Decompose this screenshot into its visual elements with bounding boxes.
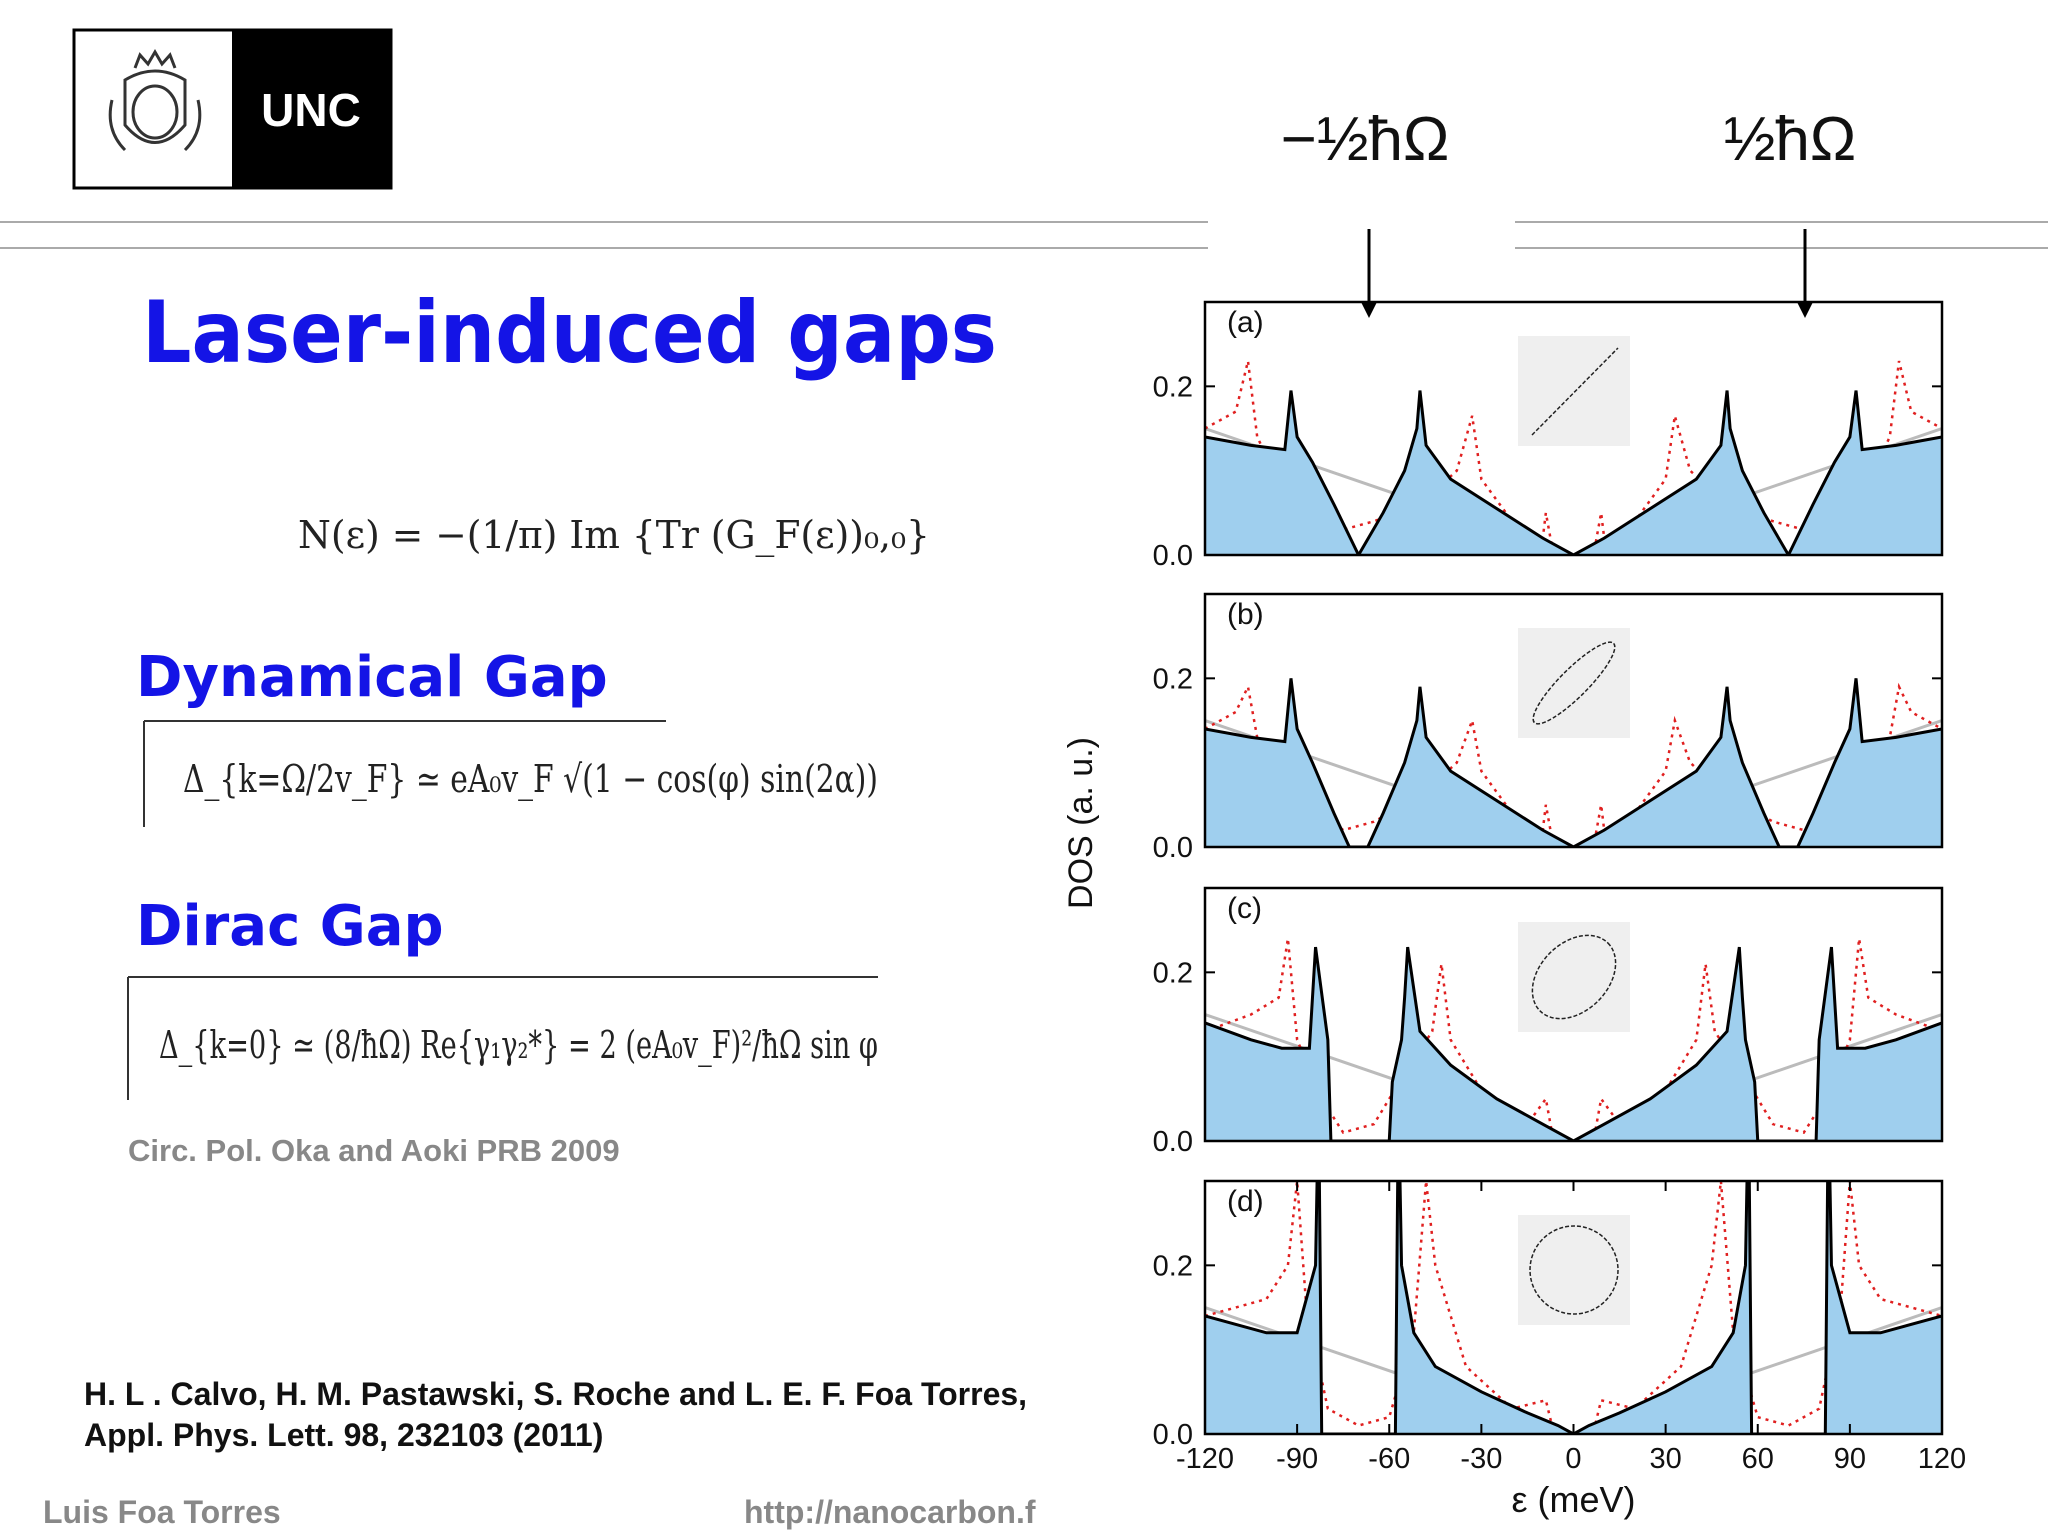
section-heading: Dynamical Gap [136, 645, 608, 710]
x-tick-label: -90 [1276, 1443, 1318, 1475]
logo-block [232, 30, 391, 188]
x-tick-label: 120 [1918, 1443, 1966, 1475]
y-tick-label: 0.0 [1153, 1126, 1193, 1158]
arrow-head [1361, 302, 1377, 318]
reference: Appl. Phys. Lett. 98, 232103 (2011) [84, 1417, 603, 1453]
y-tick-label: 0.2 [1153, 371, 1193, 403]
dos-line [1205, 719, 1942, 847]
panel-label: (d) [1227, 1185, 1264, 1218]
inset-shape [1529, 1225, 1619, 1315]
dos-area [1205, 947, 1942, 1141]
x-tick-label: 60 [1742, 1443, 1774, 1475]
reference: H. L . Calvo, H. M. Pastawski, S. Roche … [84, 1376, 1027, 1412]
section-heading: Dirac Gap [136, 894, 444, 959]
x-tick-label: 0 [1565, 1443, 1581, 1475]
dos-area [1205, 390, 1942, 555]
arrow-head [1797, 302, 1813, 318]
footer-author: Luis Foa Torres [43, 1494, 281, 1530]
logo: UNC [72, 28, 393, 190]
panel: (b) 0.0 0.2 [1153, 592, 1944, 864]
footer-url: http://nanocarbon.f [744, 1494, 1036, 1530]
panel-frame [1203, 592, 1944, 849]
dos-line [1205, 678, 1942, 847]
x-axis-label: ε (meV) [1511, 1479, 1635, 1520]
dos-area [1205, 678, 1942, 847]
panel-label: (c) [1227, 892, 1262, 925]
panel: (d) 0.0 0.2 -120 -90 -60 -30 0 30 60 90 120 ε (meV) [1153, 1179, 1966, 1520]
y-axis-label: DOS (a. u.) [1062, 737, 1100, 909]
x-tick-label: -120 [1176, 1443, 1234, 1475]
panel-frame [1203, 300, 1944, 557]
dos-line [1205, 390, 1942, 555]
panel: (c) 0.0 0.2 [1153, 886, 1944, 1158]
dos-line [1205, 427, 1942, 555]
inset [1518, 336, 1630, 446]
annotation: −½ħΩ [1281, 105, 1450, 174]
annotation: ½ħΩ [1724, 105, 1857, 174]
y-tick-label: 0.0 [1153, 540, 1193, 572]
inset [1518, 628, 1630, 738]
inset-shape [1531, 347, 1619, 436]
x-tick-label: -60 [1368, 1443, 1410, 1475]
inset [1518, 1215, 1630, 1325]
x-tick-label: 30 [1649, 1443, 1681, 1475]
dos-area [1205, 1181, 1942, 1434]
formula: Δ_{k=0} ≃ (8/ħΩ) Re{γ₁γ₂*} = 2 (eA₀v_F)²… [159, 1023, 878, 1068]
formula: N(ε) = −(1/π) Im {Tr (G_F(ε))₀,₀} [298, 513, 930, 558]
formula: Δ_{k=Ω/2v_F} ≃ eA₀v_F √(1 − cos(φ) sin(2… [183, 757, 878, 802]
inset [1518, 922, 1630, 1032]
y-tick-label: 0.0 [1153, 1419, 1193, 1451]
inset-shape [1532, 641, 1616, 725]
dos-line [1205, 1306, 1942, 1434]
x-tick-label: -30 [1460, 1443, 1502, 1475]
note: Circ. Pol. Oka and Aoki PRB 2009 [128, 1133, 620, 1168]
insets [1518, 336, 1630, 1325]
dotted-line [1205, 1181, 1942, 1434]
y-tick-label: 0.2 [1153, 957, 1193, 989]
logo-text: UNC [261, 84, 361, 136]
slide-title: Laser-induced gaps [142, 283, 997, 383]
inset-shape [1531, 934, 1617, 1020]
y-tick-label: 0.2 [1153, 1250, 1193, 1282]
y-tick-label: 0.0 [1153, 832, 1193, 864]
panel: (a) 0.0 0.2 [1153, 300, 1944, 572]
panel-frame [1203, 886, 1944, 1143]
panel-label: (a) [1227, 306, 1264, 339]
dos-line [1205, 946, 1942, 1141]
y-tick-label: 0.2 [1153, 663, 1193, 695]
figure: (a) 0.0 0.2 (b) 0.0 0.2 (c) 0.0 0.2 (d) 0.0 0.2 -120… [1153, 300, 1966, 1520]
panel-label: (b) [1227, 598, 1264, 631]
x-tick-label: 90 [1834, 1443, 1866, 1475]
logo-crest [108, 49, 202, 152]
dos-line [1205, 1181, 1942, 1434]
